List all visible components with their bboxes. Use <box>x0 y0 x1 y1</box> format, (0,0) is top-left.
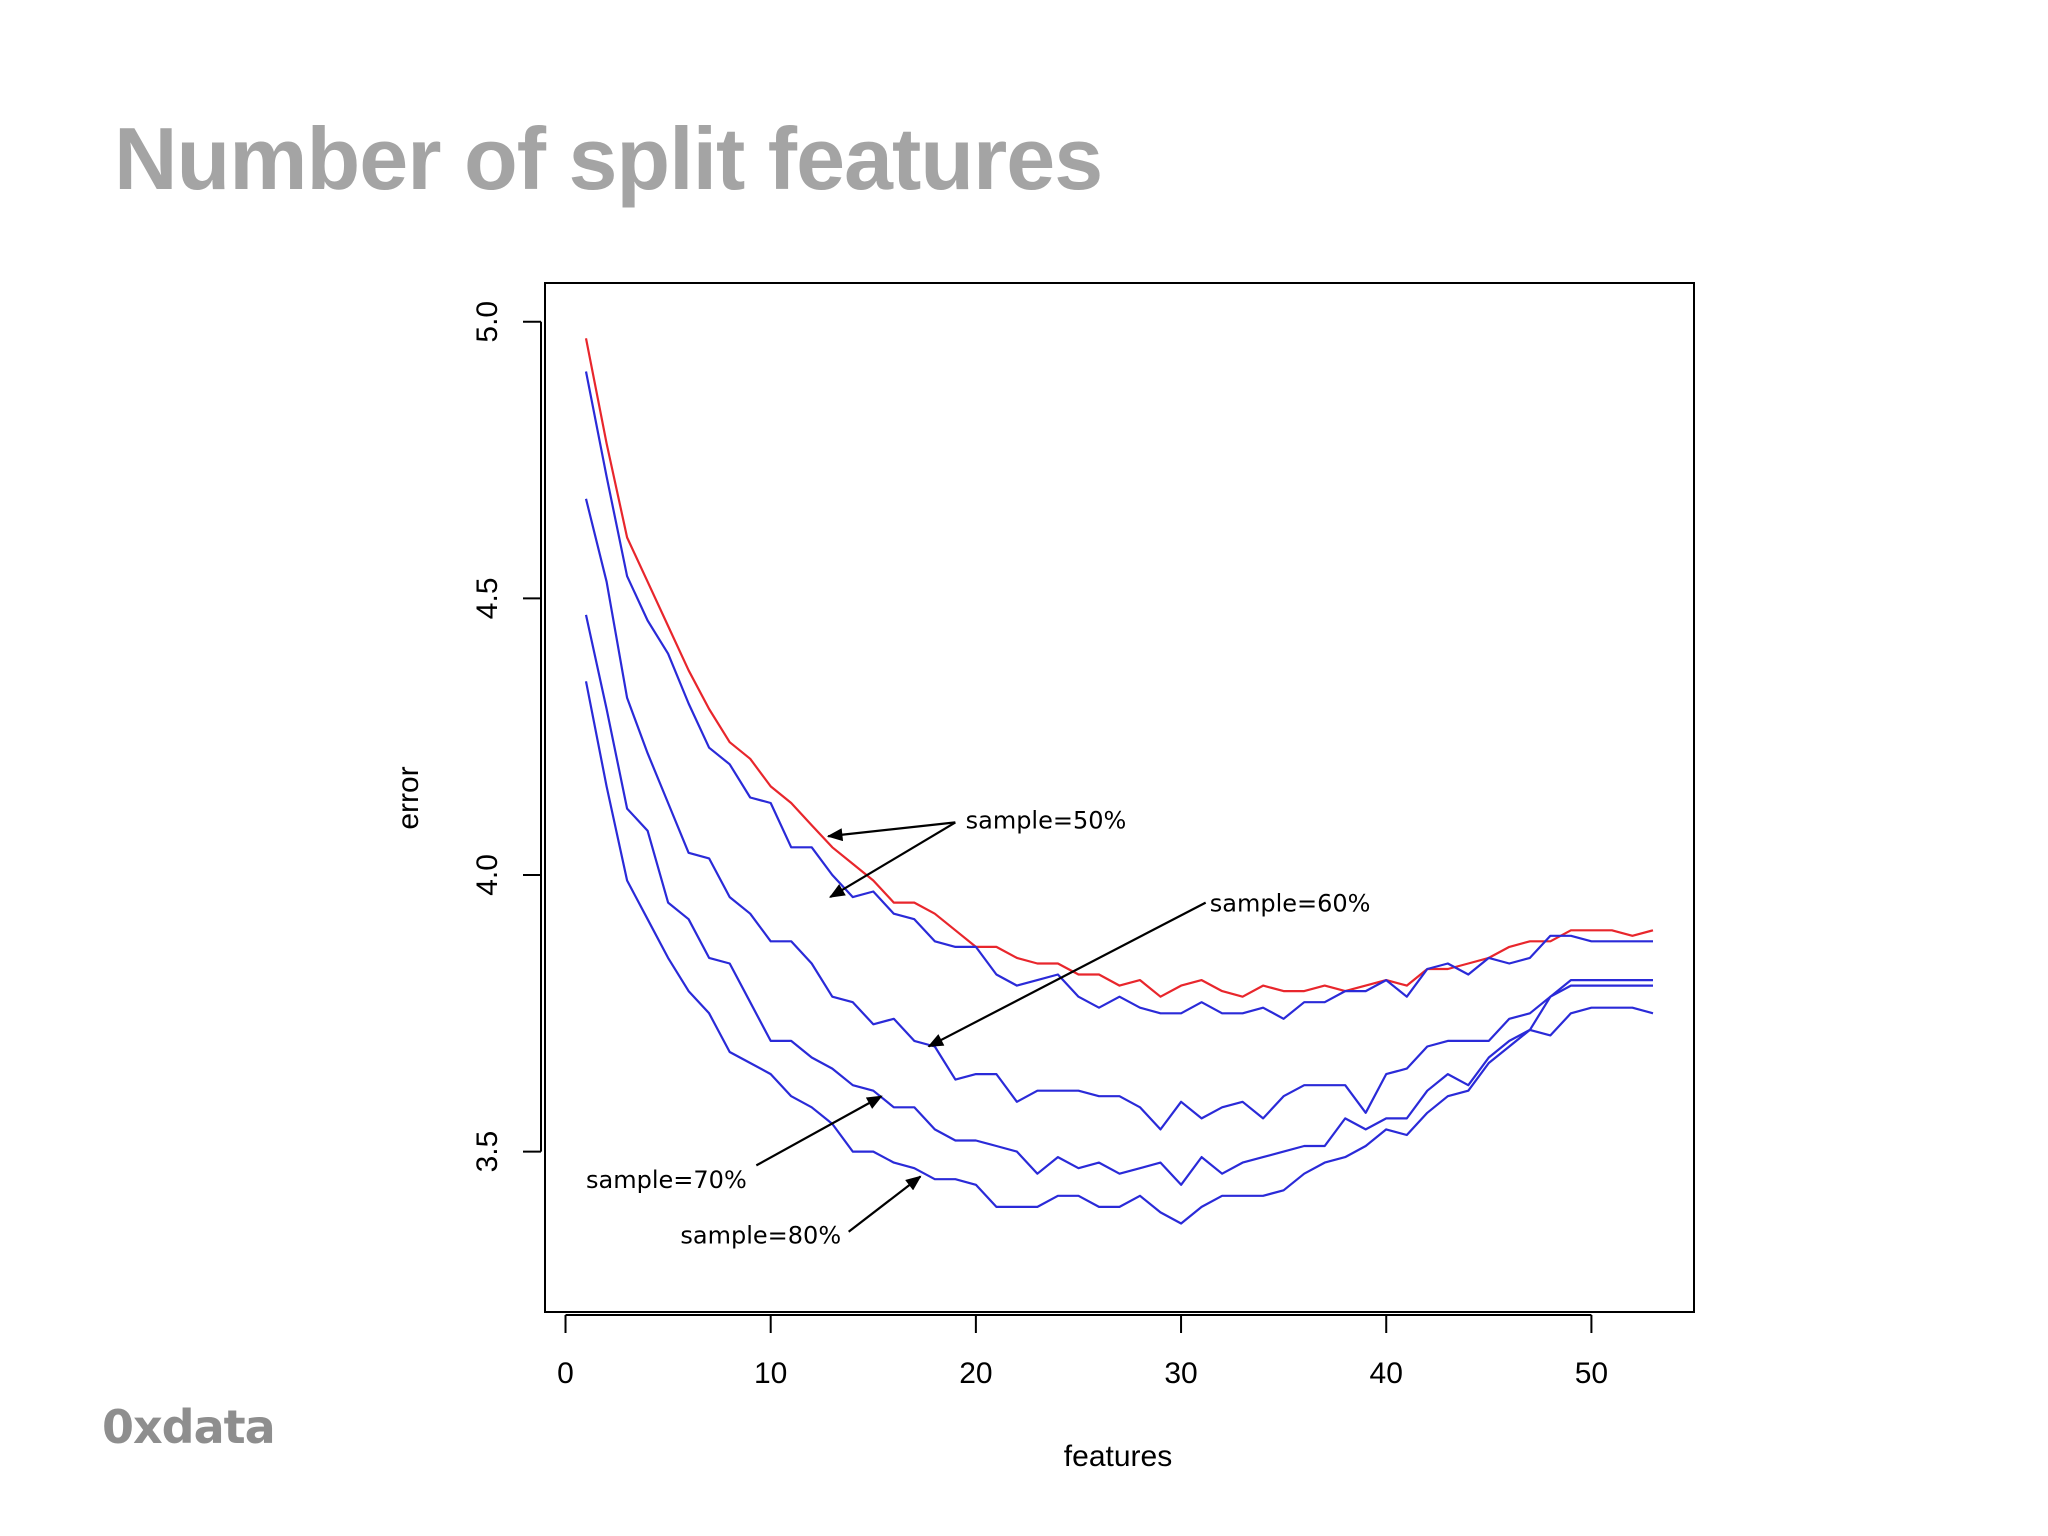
x-tick-label: 50 <box>1575 1357 1608 1390</box>
axes-group: 0 10 20 30 40 50 3.5 4.0 4.5 5.0 <box>471 301 1608 1390</box>
logo-0xdata: 0xdata <box>102 1400 276 1454</box>
annotation-arrow <box>829 821 956 899</box>
series-line-2 <box>584 371 1653 1020</box>
annotations-group: sample=50% sample=60% sample=70% sample=80% <box>586 807 1370 1250</box>
x-tick-label: 30 <box>1164 1357 1197 1390</box>
y-tick-label: 4.5 <box>471 577 504 619</box>
y-axis-label: error <box>392 766 425 829</box>
series-line-4 <box>584 614 1653 1186</box>
y-tick-label: 5.0 <box>471 301 504 343</box>
annotation-arrow <box>755 1095 883 1167</box>
series-group <box>584 338 1654 1225</box>
x-tick-label: 40 <box>1370 1357 1403 1390</box>
page-title: Number of split features <box>114 109 1103 208</box>
annotation-label: sample=70% <box>586 1166 747 1194</box>
y-tick-label: 3.5 <box>471 1131 504 1173</box>
annotation-label: sample=50% <box>966 807 1127 835</box>
annotation-label: sample=80% <box>680 1222 841 1250</box>
annotation-label: sample=60% <box>1210 890 1371 918</box>
annotation-arrow <box>847 1175 922 1233</box>
x-tick-label: 0 <box>557 1357 574 1390</box>
series-line-1 <box>584 338 1654 998</box>
x-tick-label: 10 <box>754 1357 787 1390</box>
plot-frame <box>544 282 1695 1313</box>
annotation-arrow <box>927 901 1207 1048</box>
series-line-5 <box>584 681 1654 1225</box>
x-tick-label: 20 <box>959 1357 992 1390</box>
y-tick-label: 4.0 <box>471 854 504 896</box>
series-line-3 <box>584 498 1653 1131</box>
annotation-arrow <box>826 821 956 842</box>
x-axis-label: features <box>1064 1440 1172 1473</box>
